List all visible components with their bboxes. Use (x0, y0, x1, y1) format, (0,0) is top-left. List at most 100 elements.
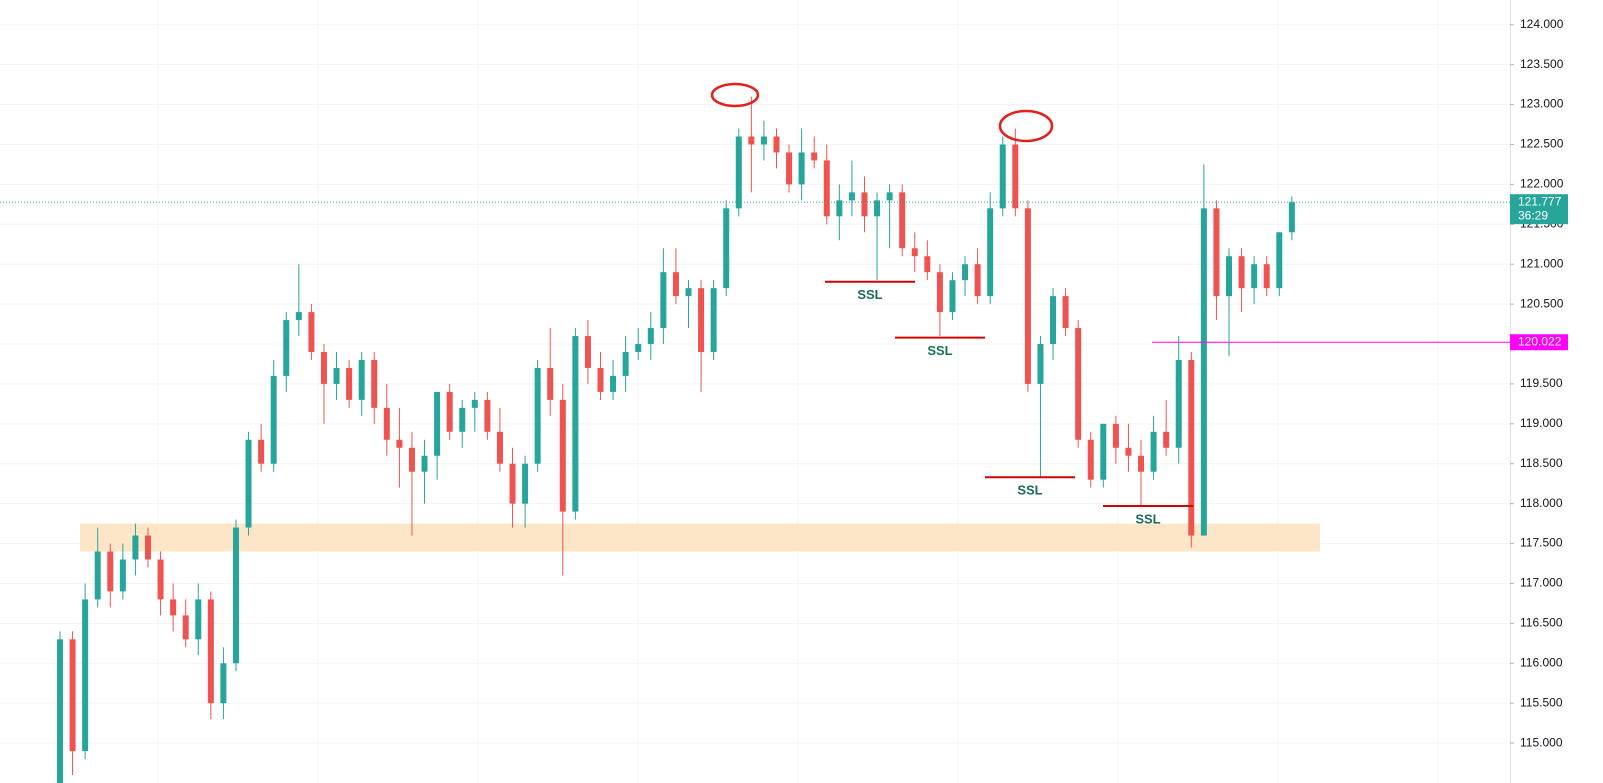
y-tick-label: 116.500 (1520, 616, 1563, 630)
last-price-box (1510, 194, 1568, 225)
candle-body (459, 407, 466, 432)
y-tick-label: 124.000 (1520, 17, 1564, 31)
candle-body (207, 599, 214, 704)
candle-body (597, 367, 604, 392)
candle-body (1251, 264, 1258, 289)
candle-body (258, 439, 265, 464)
candle-body (786, 152, 793, 185)
candle-body (346, 367, 353, 400)
candle-body (182, 615, 189, 640)
last-price-label: 121.777 (1518, 194, 1562, 208)
candle-body (434, 391, 441, 456)
highlight-circle (710, 82, 760, 108)
candle-body (999, 144, 1006, 209)
candle-body (396, 439, 403, 448)
ssl-label: SSL (927, 343, 952, 358)
candle-body (685, 288, 692, 297)
candle-body (647, 328, 654, 345)
candle-body (1012, 144, 1019, 209)
candle-body (295, 312, 302, 321)
candle-body (622, 351, 629, 376)
candle-body (1276, 232, 1283, 289)
candle-body (69, 639, 76, 752)
candle-body (1075, 328, 1082, 440)
level-box (1510, 334, 1568, 351)
candle-body (232, 527, 239, 664)
candle-body (1100, 423, 1107, 480)
candle-body (496, 431, 503, 464)
candle-body (1226, 256, 1233, 297)
y-tick-label: 117.000 (1520, 576, 1563, 590)
countdown-label: 36:29 (1518, 208, 1548, 222)
candle-body (522, 463, 529, 504)
candle-body (710, 288, 717, 352)
candle-body (1200, 208, 1207, 536)
candle-body (672, 272, 679, 297)
candle-body (924, 256, 931, 273)
candle-body (559, 399, 566, 512)
candle-body (886, 192, 893, 201)
candle-body (1024, 208, 1031, 384)
candle-body (760, 136, 767, 145)
candle-body (1188, 359, 1195, 536)
candle-body (57, 639, 63, 783)
candle-body (1263, 264, 1270, 289)
candle-body (698, 288, 705, 352)
ssl-label: SSL (857, 287, 882, 302)
candle-body (773, 136, 780, 153)
candle-body (270, 375, 277, 464)
candle-body (1288, 202, 1295, 233)
candle-body (157, 559, 164, 600)
ssl-label: SSL (1135, 511, 1160, 526)
candle-body (1062, 296, 1069, 329)
y-tick-label: 117.500 (1520, 536, 1563, 550)
candle-body (547, 367, 554, 400)
candle-body (748, 136, 755, 145)
candle-body (1037, 344, 1044, 384)
y-tick-label: 116.000 (1520, 655, 1563, 669)
candle-body (861, 192, 868, 217)
candle-body (534, 367, 541, 464)
candle-body (735, 136, 742, 209)
candle-body (572, 336, 579, 512)
candle-body (220, 663, 227, 704)
candle-body (1213, 208, 1220, 297)
candle-body (107, 551, 114, 592)
candle-body (610, 375, 617, 392)
candle-body (635, 344, 642, 352)
candle-body (383, 407, 390, 440)
ssl-label: SSL (1017, 483, 1042, 498)
candle-body (1175, 359, 1182, 448)
zone (80, 523, 1320, 552)
y-tick-label: 121.000 (1520, 256, 1564, 270)
candle-body (660, 272, 667, 329)
y-tick-label: 115.500 (1520, 695, 1563, 709)
candle-body (82, 599, 89, 752)
candle-body (1125, 447, 1132, 456)
candle-body (320, 351, 327, 384)
candle-body (333, 367, 340, 384)
candle-body (421, 455, 428, 472)
candle-body (1138, 455, 1145, 472)
y-tick-label: 123.500 (1520, 57, 1564, 71)
candle-body (723, 208, 730, 289)
candle-body (848, 192, 855, 201)
candle-body (1112, 423, 1119, 448)
candle-body (132, 535, 139, 560)
candle-body (911, 248, 918, 257)
candle-body (308, 312, 315, 352)
y-tick-label: 118.000 (1520, 496, 1563, 510)
candle-body (1050, 296, 1057, 345)
candle-body (811, 152, 818, 161)
y-tick-label: 118.500 (1520, 456, 1563, 470)
candle-body (484, 399, 491, 432)
level-label: 120.022 (1518, 334, 1562, 348)
candle-body (471, 399, 478, 408)
candle-body (1087, 439, 1094, 480)
candle-body (144, 535, 151, 560)
candle-body (245, 439, 252, 528)
y-tick-label: 123.000 (1520, 97, 1564, 111)
candle-body (987, 208, 994, 297)
